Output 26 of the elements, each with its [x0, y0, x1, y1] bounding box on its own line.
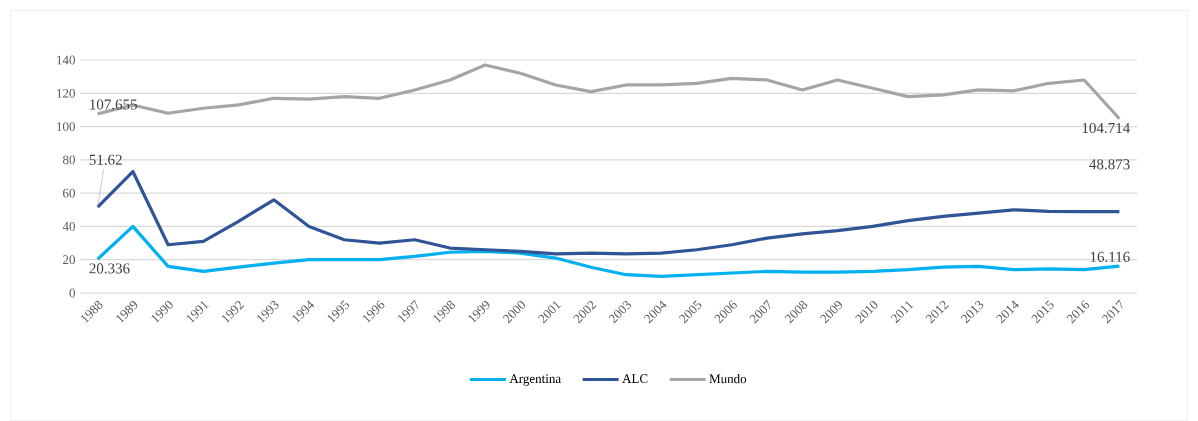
y-tick-label: 140 — [57, 55, 75, 65]
y-tick-label: 100 — [57, 122, 75, 131]
y-tick-label: 60 — [63, 188, 75, 198]
data-label: 51.62 — [89, 154, 122, 165]
legend-label: Argentina — [509, 374, 561, 386]
x-tick-label: 1999 — [468, 300, 490, 324]
data-label: 20.336 — [89, 263, 130, 274]
data-label: 107.655 — [90, 99, 137, 110]
x-tick-label: 2011 — [890, 301, 914, 324]
data-label: 16.116 — [1090, 251, 1130, 262]
y-tick-label: 120 — [57, 88, 75, 98]
data-label: 48.873 — [1089, 159, 1130, 170]
x-tick-label: 1989 — [116, 300, 138, 324]
x-tick-label: 1991 — [186, 301, 209, 324]
x-tick-label: 1993 — [257, 300, 279, 324]
x-tick-label: 1988 — [81, 300, 103, 324]
y-tick-label: 40 — [62, 222, 75, 231]
legend-label: Mundo — [709, 374, 747, 384]
y-tick-label: 20 — [63, 255, 75, 265]
y-tick-label: 80 — [62, 155, 75, 165]
x-tick-label: 1992 — [222, 300, 245, 324]
x-tick-label: 1990 — [151, 300, 173, 324]
legend-label: ALC — [622, 374, 648, 384]
y-tick-label: 0 — [69, 288, 75, 298]
data-label: 104.714 — [1082, 122, 1130, 134]
x-tick-label: 2002 — [573, 300, 597, 324]
